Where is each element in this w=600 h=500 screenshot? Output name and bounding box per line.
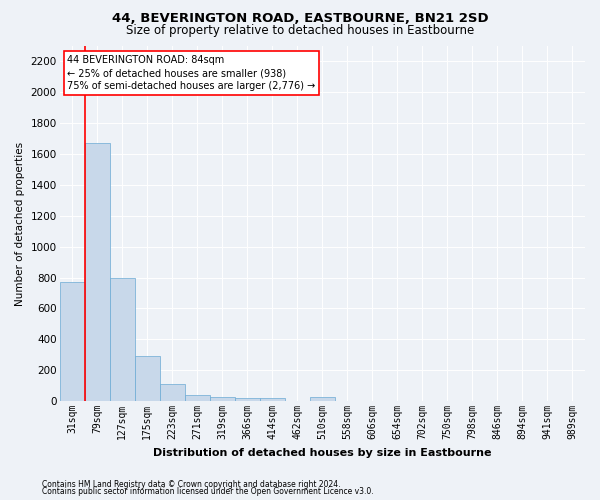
- Bar: [110, 278, 134, 401]
- Bar: [134, 356, 160, 401]
- Bar: [210, 397, 235, 401]
- Bar: [260, 398, 285, 401]
- Y-axis label: Number of detached properties: Number of detached properties: [15, 142, 25, 306]
- Text: Size of property relative to detached houses in Eastbourne: Size of property relative to detached ho…: [126, 24, 474, 37]
- Text: Contains HM Land Registry data © Crown copyright and database right 2024.: Contains HM Land Registry data © Crown c…: [42, 480, 341, 489]
- Bar: [185, 396, 210, 401]
- X-axis label: Distribution of detached houses by size in Eastbourne: Distribution of detached houses by size …: [153, 448, 491, 458]
- Bar: [235, 398, 260, 401]
- Text: 44 BEVERINGTON ROAD: 84sqm
← 25% of detached houses are smaller (938)
75% of sem: 44 BEVERINGTON ROAD: 84sqm ← 25% of deta…: [67, 55, 316, 92]
- Bar: [310, 397, 335, 401]
- Bar: [160, 384, 185, 401]
- Text: Contains public sector information licensed under the Open Government Licence v3: Contains public sector information licen…: [42, 487, 374, 496]
- Text: 44, BEVERINGTON ROAD, EASTBOURNE, BN21 2SD: 44, BEVERINGTON ROAD, EASTBOURNE, BN21 2…: [112, 12, 488, 26]
- Bar: [59, 282, 85, 401]
- Bar: [85, 144, 110, 401]
